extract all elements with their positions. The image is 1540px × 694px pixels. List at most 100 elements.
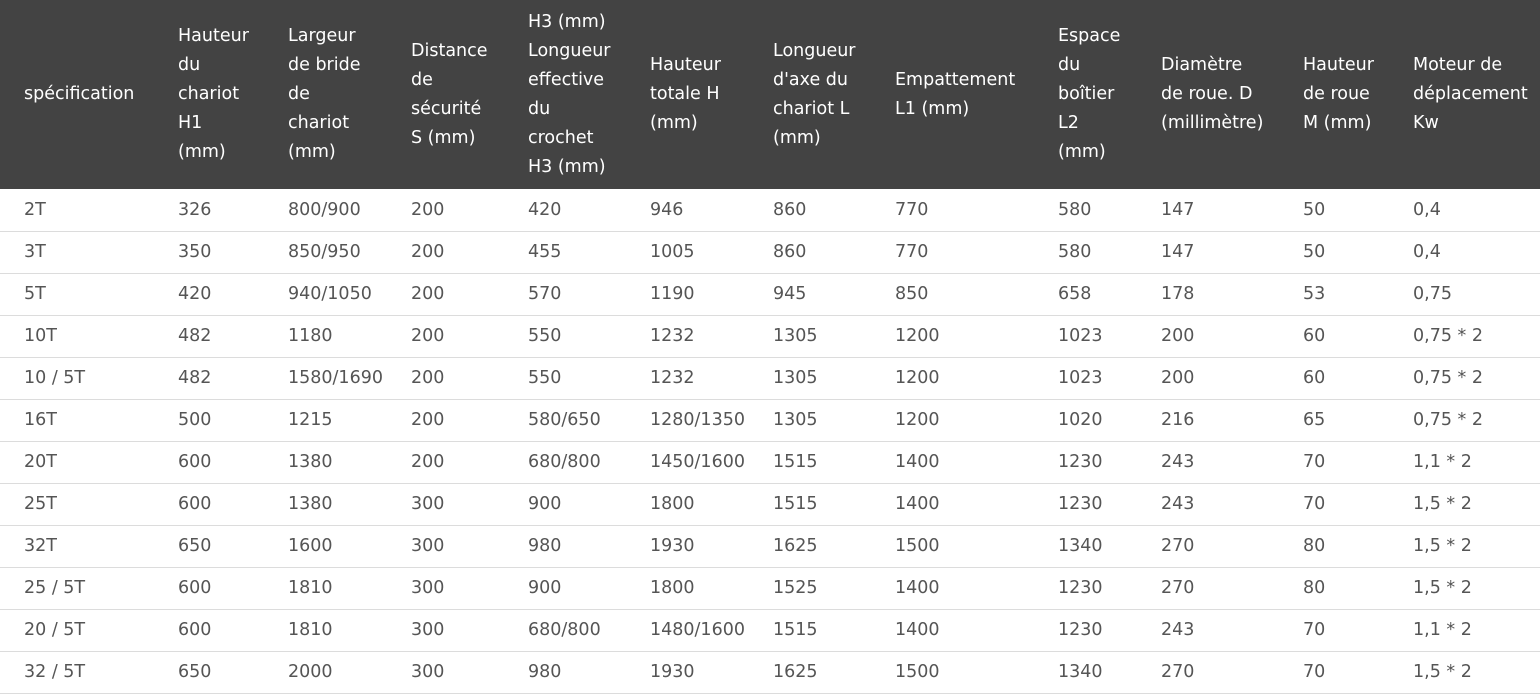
table-cell: 200: [411, 441, 528, 484]
table-cell: 1232: [650, 315, 773, 358]
column-header-line: du: [178, 55, 201, 75]
table-cell: 1600: [288, 525, 411, 568]
column-header-line: chariot: [288, 113, 350, 133]
table-cell: 1525: [773, 567, 895, 610]
table-cell: 650: [178, 651, 288, 694]
column-header: H3 (mm) Longueur effective du crochet H3 (mm): [528, 0, 650, 189]
table-cell: 1930: [650, 525, 773, 568]
table-cell: 1930: [650, 651, 773, 694]
column-header-line: L2: [1058, 113, 1079, 133]
table-cell: 1450/1600: [650, 441, 773, 484]
table-cell: 200: [411, 189, 528, 232]
table-cell: 1625: [773, 525, 895, 568]
table-cell: 580/650: [528, 399, 650, 442]
table-cell: 300: [411, 651, 528, 694]
column-header-line: (mm): [178, 142, 226, 162]
table-cell: 300: [411, 525, 528, 568]
table-cell: 1230: [1058, 567, 1161, 610]
table-cell: 550: [528, 315, 650, 358]
specification-cell: 5T: [0, 273, 178, 316]
column-header-line: Espace: [1058, 26, 1121, 46]
table-cell: 1515: [773, 609, 895, 652]
column-header-line: Kw: [1413, 113, 1439, 133]
table-cell: 860: [773, 231, 895, 274]
table-cell: 70: [1303, 441, 1413, 484]
table-cell: 200: [1161, 315, 1303, 358]
table-row: 25 / 5T 600 1810 300 900 1800 1525 1400 1230 270 8…: [0, 567, 1540, 610]
table-cell: 50: [1303, 189, 1413, 232]
column-header-line: de: [288, 84, 310, 104]
table-cell: 80: [1303, 567, 1413, 610]
table-cell: 482: [178, 357, 288, 400]
table-cell: 850/950: [288, 231, 411, 274]
table-cell: 270: [1161, 651, 1303, 694]
table-cell: 945: [773, 273, 895, 316]
column-header-line: de: [411, 69, 433, 90]
column-header-line: Diamètre: [1161, 55, 1243, 75]
table-cell: 1280/1350: [650, 399, 773, 442]
table-cell: 60: [1303, 357, 1413, 400]
column-header-line: sécurité: [411, 98, 482, 119]
table-cell: 980: [528, 651, 650, 694]
table-cell: 70: [1303, 483, 1413, 526]
table-cell: 1400: [895, 567, 1058, 610]
column-header-line: effective: [528, 69, 605, 90]
table-row: 20 / 5T 600 1810 300 680/800 1480/1600 1515 140…: [0, 609, 1540, 652]
table-cell: 243: [1161, 441, 1303, 484]
table-cell: 455: [528, 231, 650, 274]
table-cell: 1800: [650, 567, 773, 610]
column-header-line: de roue. D: [1161, 84, 1253, 104]
column-header: Moteur de déplacement Kw: [1413, 0, 1540, 189]
table-row: 32T 650 1600 300 980 1930 1625 1500 1340 270 80 1,5…: [0, 525, 1540, 568]
column-header-line: Empattement: [895, 69, 1016, 90]
table-cell: 680/800: [528, 441, 650, 484]
column-header-line: S (mm): [411, 127, 476, 148]
table-row: 10T 482 1180 200 550 1232 1305 1200 1023 200 60 0,7…: [0, 315, 1540, 358]
column-header-line: Longueur: [528, 40, 611, 61]
table-cell: 1230: [1058, 441, 1161, 484]
column-header-line: de bride: [288, 55, 361, 75]
table-header: spécification Hauteur du chariot H1 (mm) Large…: [0, 0, 1540, 189]
specification-cell: 2T: [0, 189, 178, 232]
table-cell: 270: [1161, 525, 1303, 568]
table-cell: 0,75 * 2: [1413, 357, 1540, 400]
table-cell: 1305: [773, 315, 895, 358]
table-cell: 200: [411, 399, 528, 442]
table-cell: 1200: [895, 399, 1058, 442]
table-cell: 650: [178, 525, 288, 568]
column-header-line: d'axe du: [773, 69, 848, 90]
table-cell: 60: [1303, 315, 1413, 358]
table-row: 2T 326 800/900 200 420 946 860 770 580 147 50 0,4: [0, 189, 1540, 232]
table-cell: 1,5 * 2: [1413, 567, 1540, 610]
table-cell: 1810: [288, 567, 411, 610]
column-header-line: Largeur: [288, 26, 356, 46]
table-cell: 1215: [288, 399, 411, 442]
table-cell: 0,75: [1413, 273, 1540, 316]
column-header-line: chariot L: [773, 98, 850, 119]
specification-cell: 10 / 5T: [0, 357, 178, 400]
table-cell: 2000: [288, 651, 411, 694]
specification-cell: 10T: [0, 315, 178, 358]
table-cell: 600: [178, 567, 288, 610]
column-header: Empattement L1 (mm): [895, 0, 1058, 189]
table-cell: 1180: [288, 315, 411, 358]
table-cell: 326: [178, 189, 288, 232]
table-cell: 65: [1303, 399, 1413, 442]
column-header-line: crochet: [528, 127, 594, 148]
table-cell: 600: [178, 441, 288, 484]
table-cell: 1810: [288, 609, 411, 652]
table-cell: 200: [411, 273, 528, 316]
table-cell: 243: [1161, 609, 1303, 652]
column-header: Distance de sécurité S (mm): [411, 0, 528, 189]
table-cell: 850: [895, 273, 1058, 316]
table-cell: 770: [895, 231, 1058, 274]
column-header-line: (mm): [1058, 142, 1106, 162]
table-cell: 550: [528, 357, 650, 400]
table-cell: 1515: [773, 483, 895, 526]
table-cell: 900: [528, 483, 650, 526]
table-cell: 1380: [288, 441, 411, 484]
table-cell: 1480/1600: [650, 609, 773, 652]
table-cell: 1305: [773, 357, 895, 400]
table-cell: 900: [528, 567, 650, 610]
table-cell: 600: [178, 609, 288, 652]
